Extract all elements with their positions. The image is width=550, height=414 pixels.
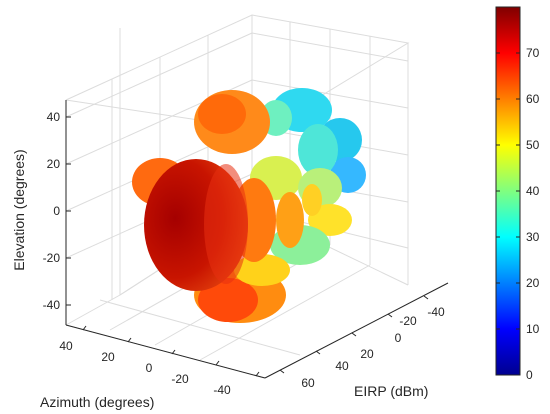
z-axis-label: Elevation (degrees) bbox=[11, 149, 27, 270]
x-tick-2: 0 bbox=[395, 331, 402, 345]
colorbar-tick-label: 10 bbox=[526, 322, 540, 336]
y-tick-4: -40 bbox=[213, 383, 231, 397]
z-tick-1: 20 bbox=[47, 157, 61, 171]
y-tick-3: -20 bbox=[171, 372, 189, 386]
x-tick-5: 60 bbox=[301, 376, 315, 390]
tick-marks bbox=[66, 116, 429, 377]
surface-lobes bbox=[132, 88, 366, 323]
lobe-top-orange-hi bbox=[198, 94, 246, 134]
colorbar-tick-labels: 0 10 20 30 40 50 60 70 bbox=[526, 46, 540, 382]
colorbar-ticks bbox=[496, 52, 520, 376]
lobe-right-yellow bbox=[308, 204, 352, 236]
lobe-bottom-red bbox=[198, 278, 258, 322]
z-tick-labels: 40 20 0 -20 -40 bbox=[43, 110, 61, 312]
z-tick-4: -40 bbox=[43, 298, 61, 312]
y-tick-1: 20 bbox=[101, 350, 115, 364]
colorbar-tick-label: 50 bbox=[526, 138, 540, 152]
y-tick-labels: 40 20 0 -20 -40 bbox=[59, 339, 231, 397]
colorbar-tick-label: 70 bbox=[526, 46, 540, 60]
colorbar: 0 10 20 30 40 50 60 70 bbox=[495, 6, 540, 382]
y-tick-0: 40 bbox=[59, 339, 73, 353]
x-axis-label: EIRP (dBm) bbox=[354, 383, 428, 399]
lobe-back-cyan-4 bbox=[298, 124, 338, 176]
lobe-main-rim bbox=[204, 164, 248, 284]
lobe-chain-3 bbox=[302, 184, 322, 216]
x-tick-labels: -40 -20 0 20 40 60 bbox=[301, 305, 445, 390]
colorbar-tick-label: 0 bbox=[526, 368, 533, 382]
lobe-bottom-yellow bbox=[234, 254, 290, 286]
x-tick-1: -20 bbox=[399, 314, 417, 328]
x-tick-4: 40 bbox=[335, 359, 349, 373]
z-tick-2: 0 bbox=[53, 204, 60, 218]
lobe-chain-2 bbox=[276, 192, 304, 248]
x-tick-3: 20 bbox=[360, 347, 374, 361]
colorbar-tick-label: 20 bbox=[526, 276, 540, 290]
z-tick-3: -20 bbox=[43, 251, 61, 265]
y-axis-label: Azimuth (degrees) bbox=[40, 394, 154, 410]
colorbar-tick-label: 40 bbox=[526, 184, 540, 198]
z-tick-0: 40 bbox=[47, 110, 61, 124]
y-tick-2: 0 bbox=[146, 361, 153, 375]
colorbar-tick-label: 30 bbox=[526, 230, 540, 244]
x-tick-0: -40 bbox=[427, 305, 445, 319]
colorbar-tick-label: 60 bbox=[526, 92, 540, 106]
axes-front bbox=[65, 100, 449, 379]
